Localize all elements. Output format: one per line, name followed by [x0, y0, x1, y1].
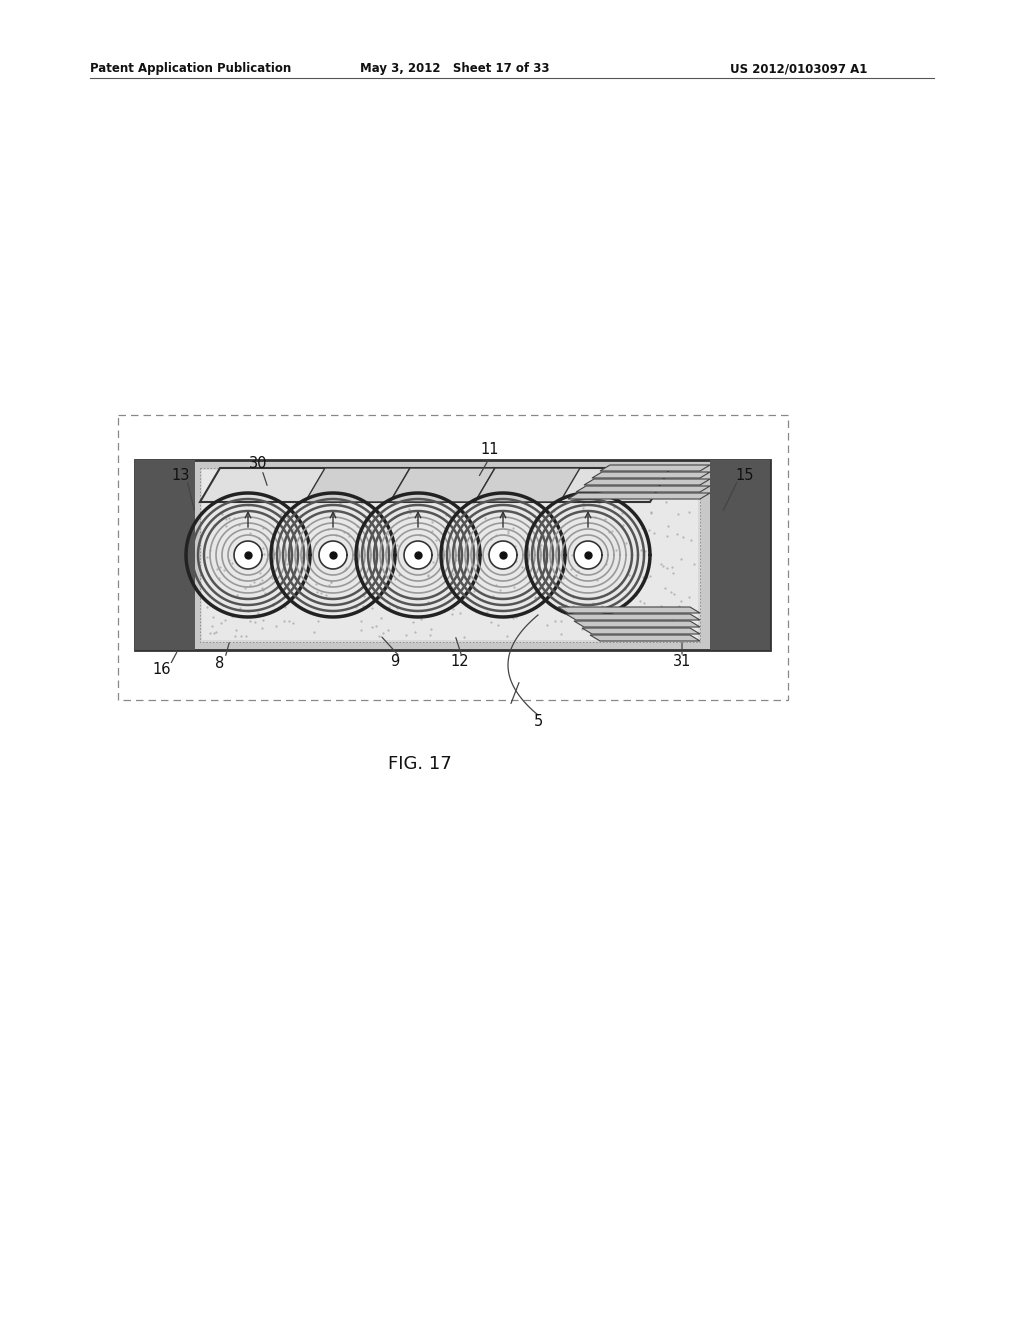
Polygon shape — [489, 541, 517, 569]
Polygon shape — [568, 492, 710, 499]
Polygon shape — [475, 469, 580, 502]
Polygon shape — [574, 620, 700, 627]
Polygon shape — [404, 541, 432, 569]
Polygon shape — [558, 607, 700, 612]
Text: US 2012/0103097 A1: US 2012/0103097 A1 — [730, 62, 867, 75]
Bar — [135, 459, 770, 649]
Text: 30: 30 — [249, 457, 267, 471]
Bar — [710, 459, 770, 649]
Text: 5: 5 — [534, 714, 543, 730]
Polygon shape — [200, 469, 670, 502]
Text: FIG. 17: FIG. 17 — [388, 755, 452, 774]
Text: 15: 15 — [736, 467, 755, 483]
Text: 8: 8 — [215, 656, 224, 671]
Polygon shape — [590, 635, 700, 642]
Text: 31: 31 — [673, 655, 691, 669]
Polygon shape — [234, 541, 262, 569]
Text: May 3, 2012   Sheet 17 of 33: May 3, 2012 Sheet 17 of 33 — [360, 62, 550, 75]
Polygon shape — [584, 479, 710, 484]
Bar — [135, 459, 195, 649]
Polygon shape — [582, 628, 700, 634]
Polygon shape — [319, 541, 347, 569]
Bar — [118, 414, 788, 700]
Polygon shape — [566, 614, 700, 620]
Polygon shape — [600, 465, 710, 471]
Text: Patent Application Publication: Patent Application Publication — [90, 62, 291, 75]
Text: 12: 12 — [451, 655, 469, 669]
Text: 9: 9 — [390, 655, 399, 669]
Polygon shape — [305, 469, 410, 502]
Polygon shape — [574, 541, 602, 569]
Bar — [200, 469, 700, 642]
Text: 11: 11 — [480, 442, 500, 458]
Text: 16: 16 — [153, 663, 171, 677]
Text: 13: 13 — [172, 467, 190, 483]
Polygon shape — [592, 473, 710, 478]
Bar — [202, 470, 698, 640]
Polygon shape — [575, 486, 710, 492]
Polygon shape — [390, 469, 495, 502]
